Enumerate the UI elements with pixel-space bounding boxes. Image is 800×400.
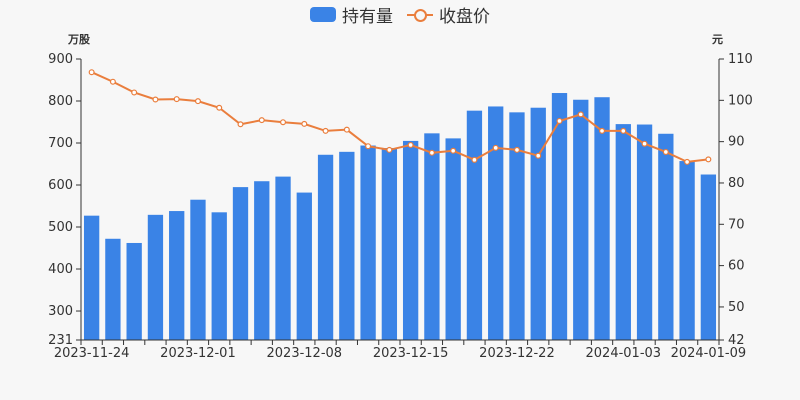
bar xyxy=(466,110,483,341)
right-tick-label: 42 xyxy=(728,333,745,348)
left-tick-label: 600 xyxy=(48,178,73,193)
left-tick-label: 231 xyxy=(48,333,73,348)
bar xyxy=(126,242,142,340)
line-point xyxy=(471,156,478,163)
line-point xyxy=(705,156,712,163)
bar xyxy=(573,99,589,341)
x-tick-label: 2023-12-01 xyxy=(160,346,236,361)
line-point xyxy=(365,143,372,150)
x-tick-label: 2024-01-03 xyxy=(586,346,662,361)
bar xyxy=(488,106,504,340)
line-point xyxy=(280,119,287,126)
x-tick-label: 2023-12-15 xyxy=(373,346,449,361)
x-tick-label: 2023-12-08 xyxy=(267,346,343,361)
legend-item-holdings[interactable]: 持有量 xyxy=(310,2,393,27)
bar xyxy=(679,161,695,340)
line-point xyxy=(535,152,542,159)
legend: 持有量 收盘价 xyxy=(0,2,800,27)
bar xyxy=(83,215,100,340)
right-tick-label: 70 xyxy=(728,217,745,232)
bar xyxy=(615,124,631,340)
line-point xyxy=(343,126,350,133)
legend-line-swatch xyxy=(407,7,433,22)
right-tick-label: 90 xyxy=(728,135,745,150)
legend-item-close-price[interactable]: 收盘价 xyxy=(407,2,490,27)
line-point xyxy=(556,117,563,124)
line-point xyxy=(237,121,244,128)
line-point xyxy=(577,111,584,118)
line-point xyxy=(492,144,499,151)
line-point xyxy=(194,98,201,105)
right-tick-label: 100 xyxy=(728,93,753,108)
line-point xyxy=(641,140,648,147)
right-tick-label: 60 xyxy=(728,259,745,274)
line-point xyxy=(173,96,180,103)
bar xyxy=(254,181,270,340)
legend-label-holdings: 持有量 xyxy=(342,7,393,27)
bar xyxy=(317,154,334,340)
legend-bar-swatch xyxy=(310,7,336,22)
left-tick-label: 800 xyxy=(48,94,73,109)
right-axis-unit: 元 xyxy=(712,33,723,46)
line-point xyxy=(428,149,435,156)
bar xyxy=(296,192,312,340)
line-point xyxy=(258,117,265,124)
line-point xyxy=(662,148,669,155)
line-point xyxy=(216,104,223,111)
bar xyxy=(169,211,185,340)
line-point xyxy=(88,69,95,76)
line-point xyxy=(386,146,393,153)
left-tick-label: 400 xyxy=(48,262,73,277)
bar xyxy=(402,140,419,340)
bar xyxy=(147,214,164,340)
bar xyxy=(700,174,717,340)
line-point xyxy=(322,127,329,134)
bar xyxy=(594,97,610,340)
line-point xyxy=(109,78,116,85)
line-point xyxy=(684,158,691,165)
x-tick-label: 2024-01-09 xyxy=(671,346,747,361)
bar-series-holdings xyxy=(83,93,717,341)
line-point xyxy=(152,96,159,103)
line-point xyxy=(450,147,457,154)
line-point xyxy=(301,120,308,127)
right-tick-label: 110 xyxy=(728,52,753,67)
left-tick-label: 900 xyxy=(48,52,73,67)
bar xyxy=(530,107,546,340)
line-series-close-price xyxy=(88,69,712,165)
bar xyxy=(658,133,674,340)
bar xyxy=(211,212,227,340)
left-tick-label: 500 xyxy=(48,220,73,235)
axes: 231 300 400 500 600 700 800 900 42 50 60 70 80 90 100 1… xyxy=(48,52,753,361)
x-tick-label: 2023-12-22 xyxy=(479,346,555,361)
bar xyxy=(339,151,355,340)
bar xyxy=(445,138,461,340)
left-tick-label: 700 xyxy=(48,136,73,151)
bar xyxy=(360,145,376,340)
line-point xyxy=(407,141,414,148)
bar xyxy=(232,187,249,340)
line-point xyxy=(131,89,138,96)
right-tick-label: 50 xyxy=(728,300,745,315)
bar xyxy=(551,93,568,340)
line-point xyxy=(620,127,627,134)
x-tick-label: 2023-11-24 xyxy=(54,346,130,361)
bar xyxy=(381,148,398,340)
left-axis-unit: 万股 xyxy=(68,33,90,46)
bar xyxy=(190,199,206,340)
right-tick-label: 80 xyxy=(728,176,745,191)
legend-label-close-price: 收盘价 xyxy=(439,7,490,27)
close-price-line xyxy=(91,71,709,163)
line-point xyxy=(513,146,520,153)
bar xyxy=(105,238,121,340)
bar xyxy=(509,112,525,340)
left-tick-label: 300 xyxy=(48,304,73,319)
bar xyxy=(636,124,653,341)
bar xyxy=(275,176,291,340)
line-point xyxy=(599,127,606,134)
bar xyxy=(424,133,440,340)
